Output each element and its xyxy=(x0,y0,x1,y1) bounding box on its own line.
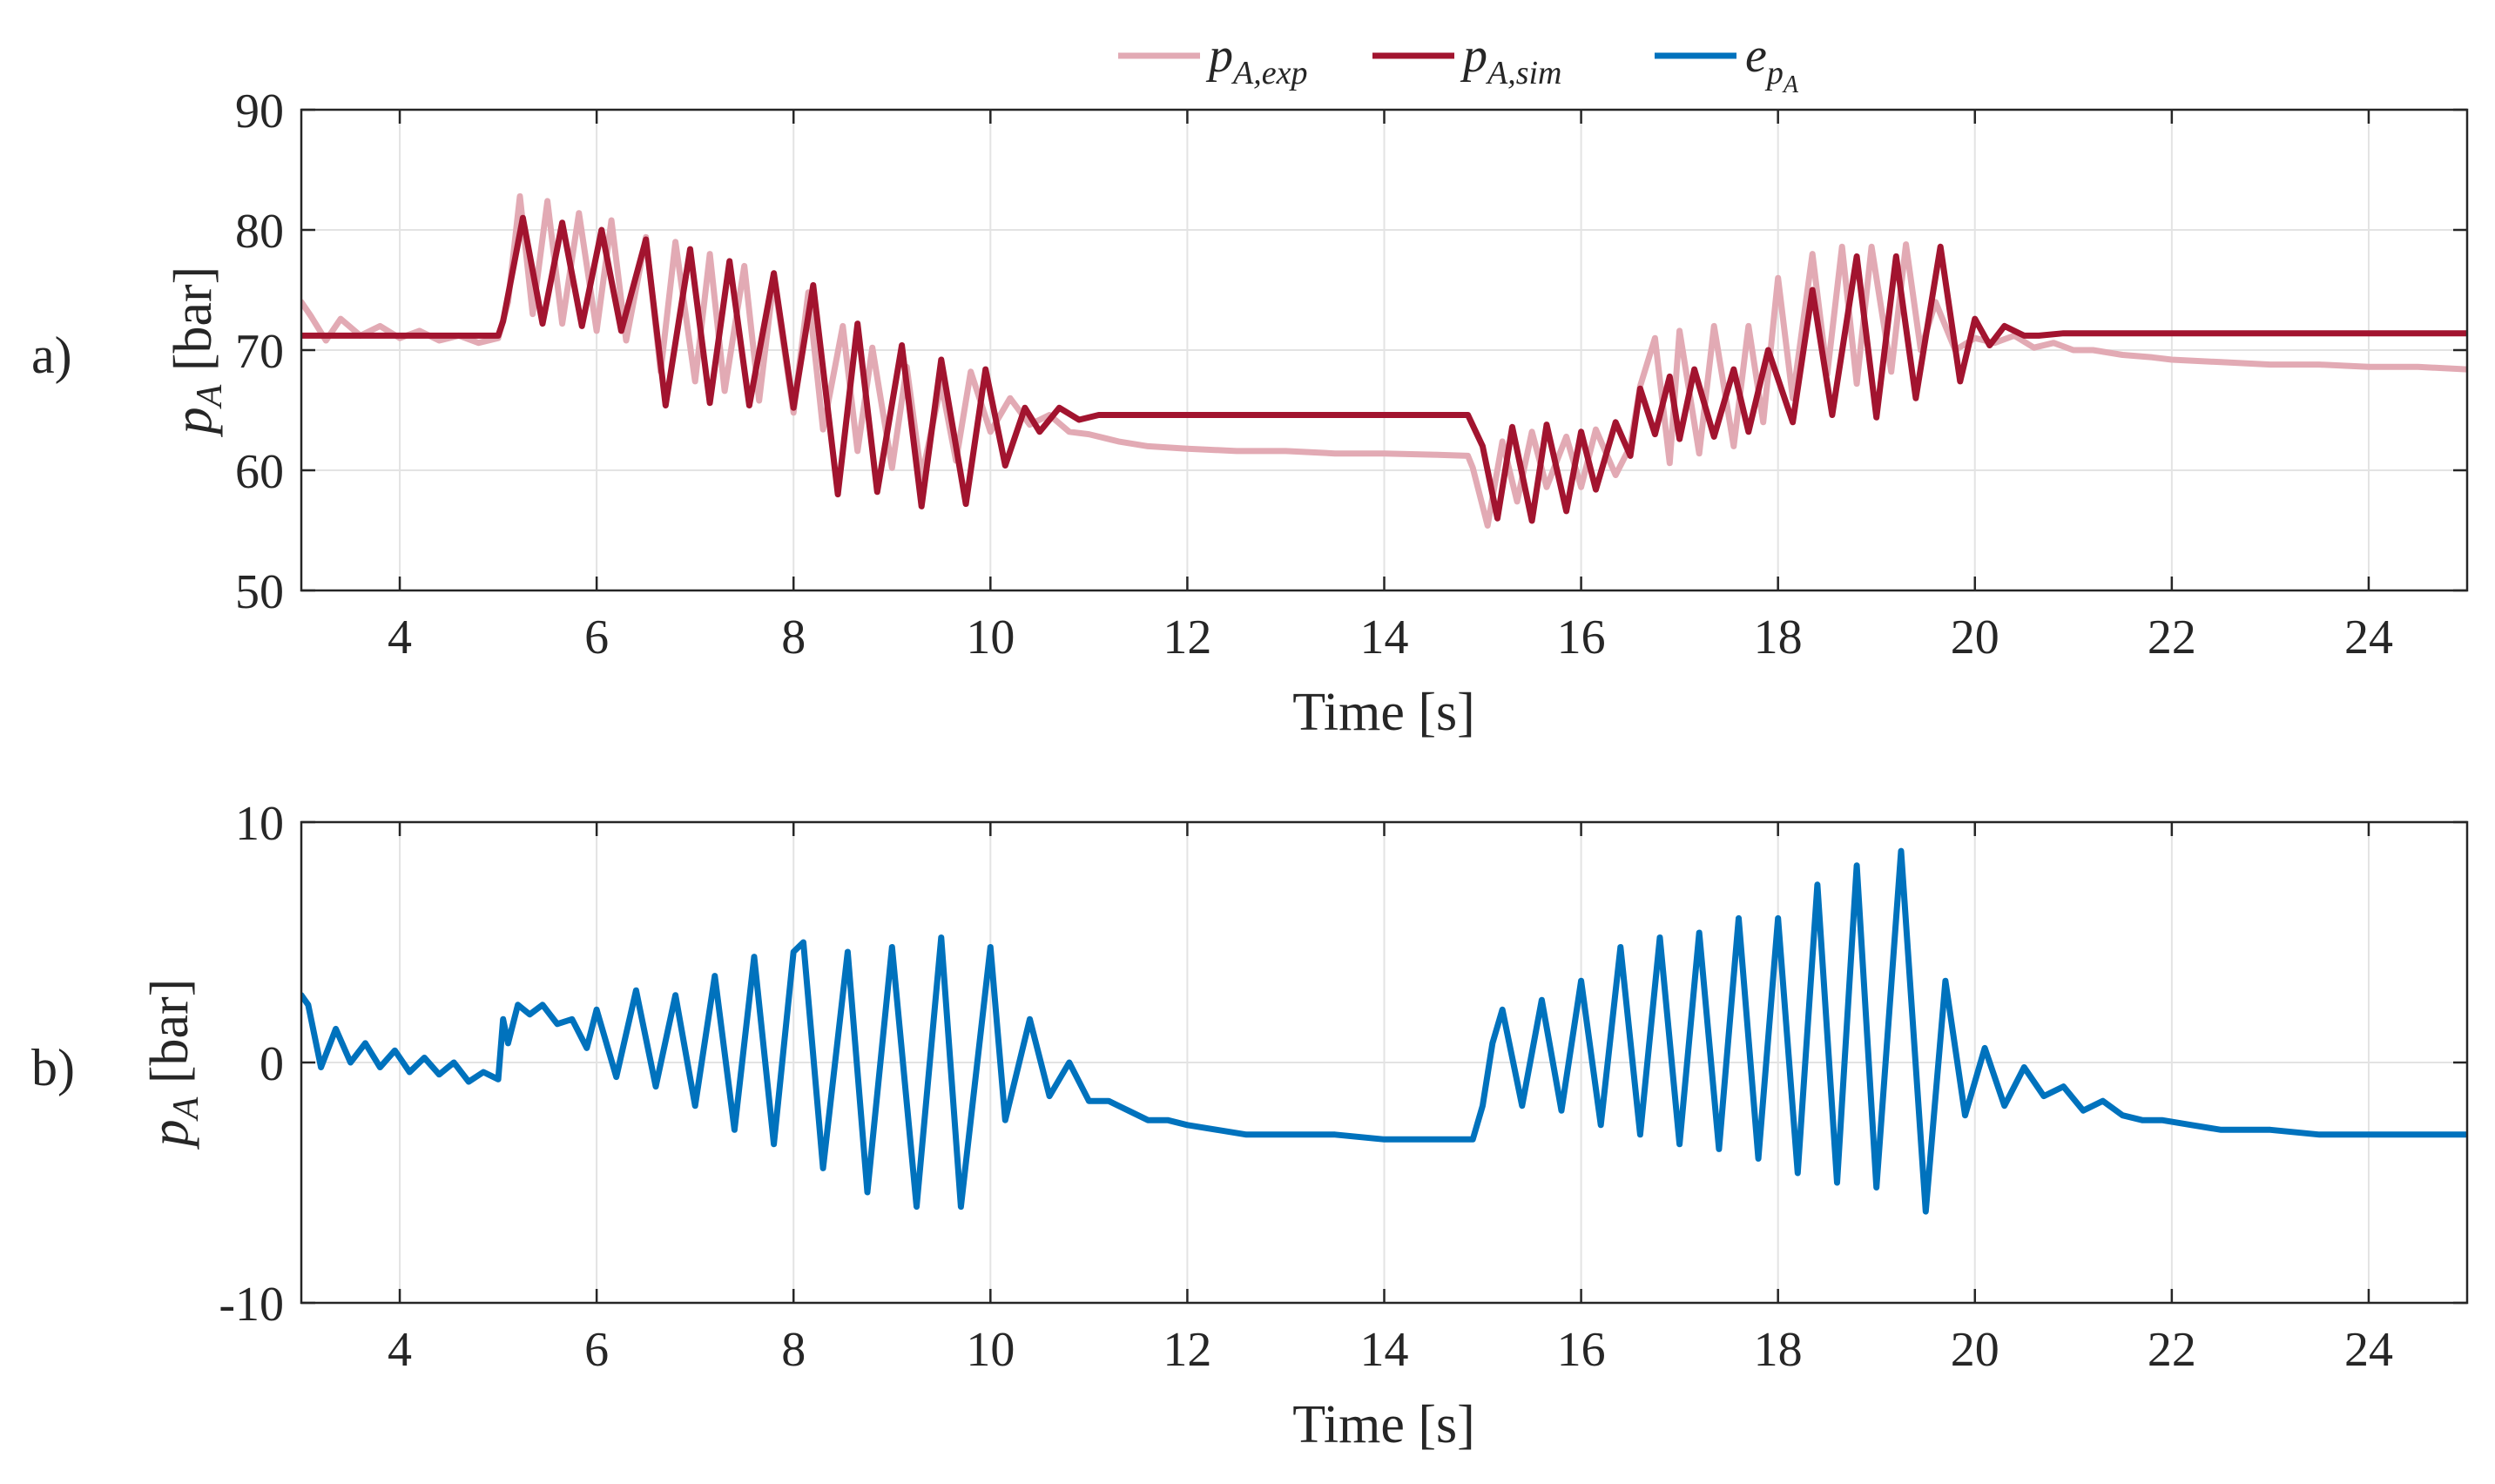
panel-a-xtick-label-16: 16 xyxy=(1557,610,1606,664)
panel-a-ylabel-space xyxy=(164,371,223,385)
panel-a-xtick-label-10: 10 xyxy=(966,610,1015,664)
panel-b-xtick-label-8: 8 xyxy=(781,1323,806,1377)
panel-b-ylabel-space xyxy=(140,1083,199,1097)
panel-b-xtick-label-18: 18 xyxy=(1754,1323,1803,1377)
panel-b-xtick-label-4: 4 xyxy=(388,1323,412,1377)
panel-a-ylabel: pA [bar] xyxy=(164,266,230,438)
series-line-p-a-sim xyxy=(301,214,2467,524)
panel-a-xtick-label-22: 22 xyxy=(2148,610,2196,664)
panel-a-ytick-label-80: 80 xyxy=(235,205,284,259)
panel-a-series xyxy=(301,192,2467,529)
legend-subscript-sim: A,sim xyxy=(1485,55,1562,91)
legend-subsubscript-error: A xyxy=(1782,71,1799,98)
panel-b: 4 6 8 10 12 14 16 18 20 22 24 -10 0 10 b) Time [s] pA… xyxy=(31,797,2469,1454)
panel-b-xtick-label-14: 14 xyxy=(1360,1323,1409,1377)
panel-a-xtick-label-6: 6 xyxy=(584,610,609,664)
panel-b-ylabel: pA [bar] xyxy=(140,979,206,1150)
panel-a-xtick-label-14: 14 xyxy=(1360,610,1409,664)
panel-b-xtick-label-10: 10 xyxy=(966,1323,1015,1377)
panel-a-xlabel: Time [s] xyxy=(1292,683,1475,742)
panel-b-xtick-label-20: 20 xyxy=(1951,1323,1999,1377)
legend-symbol-exp: p xyxy=(1205,29,1233,83)
panel-b-xtick-label-24: 24 xyxy=(2344,1323,2393,1377)
panel-a-ytick-label-60: 60 xyxy=(235,445,284,499)
legend-subscript-error: p xyxy=(1764,55,1784,91)
panel-b-ytick-label-10: 10 xyxy=(235,797,284,851)
panel-a-ylabel-symbol: p xyxy=(164,407,223,437)
legend-box xyxy=(1104,17,1858,101)
panel-b-xlabel: Time [s] xyxy=(1292,1395,1475,1454)
panel-b-ylabel-symbol: p xyxy=(140,1119,199,1150)
panel-a-ytick-label-70: 70 xyxy=(235,325,284,379)
series-line-e-pa xyxy=(301,847,2467,1215)
panel-b-series xyxy=(301,847,2467,1215)
panel-a: 4 6 8 10 12 14 16 18 20 22 24 50 60 70 80 90 a) Time [s… xyxy=(31,84,2469,742)
panel-a-xtick-label-18: 18 xyxy=(1754,610,1803,664)
panel-a-xtick-label-8: 8 xyxy=(781,610,806,664)
panel-b-ylabel-sub: A xyxy=(166,1096,206,1122)
legend-symbol-sim: p xyxy=(1460,29,1487,83)
legend-symbol-error: e xyxy=(1745,29,1767,83)
panel-b-xtick-label-12: 12 xyxy=(1163,1323,1211,1377)
panel-a-xtick-label-12: 12 xyxy=(1163,610,1211,664)
panel-a-ytick-label-90: 90 xyxy=(235,84,284,138)
panel-b-xtick-label-16: 16 xyxy=(1557,1323,1606,1377)
legend-label-sim: pA,sim xyxy=(1460,29,1562,91)
panel-a-xtick-label-24: 24 xyxy=(2344,610,2393,664)
panel-b-xtick-label-6: 6 xyxy=(584,1323,609,1377)
panel-a-ylabel-sub: A xyxy=(190,384,230,409)
panel-b-ytick-label--10: -10 xyxy=(219,1278,284,1332)
legend-label-exp: pA,exp xyxy=(1205,29,1307,91)
panel-a-grid xyxy=(301,109,2467,591)
panel-a-ytick-label-50: 50 xyxy=(235,565,284,619)
panel-b-ylabel-unit: [bar] xyxy=(140,979,199,1083)
legend-subscript-exp: A,exp xyxy=(1231,55,1307,91)
panel-b-ytick-label-0: 0 xyxy=(260,1037,284,1091)
panel-a-ticks: 4 6 8 10 12 14 16 18 20 22 24 50 60 70 80 90 xyxy=(235,84,2467,664)
panel-a-xtick-label-20: 20 xyxy=(1951,610,1999,664)
panel-b-ticks: 4 6 8 10 12 14 16 18 20 22 24 -10 0 10 xyxy=(219,797,2467,1377)
panel-b-label: b) xyxy=(31,1039,75,1096)
panel-a-xtick-label-4: 4 xyxy=(388,610,412,664)
legend-label-error: epA xyxy=(1745,29,1799,98)
panel-a-ylabel-unit: [bar] xyxy=(164,266,223,371)
panel-b-xtick-label-22: 22 xyxy=(2148,1323,2196,1377)
panel-a-label: a) xyxy=(31,327,72,384)
legend: pA,exp pA,sim epA xyxy=(1104,17,1858,101)
